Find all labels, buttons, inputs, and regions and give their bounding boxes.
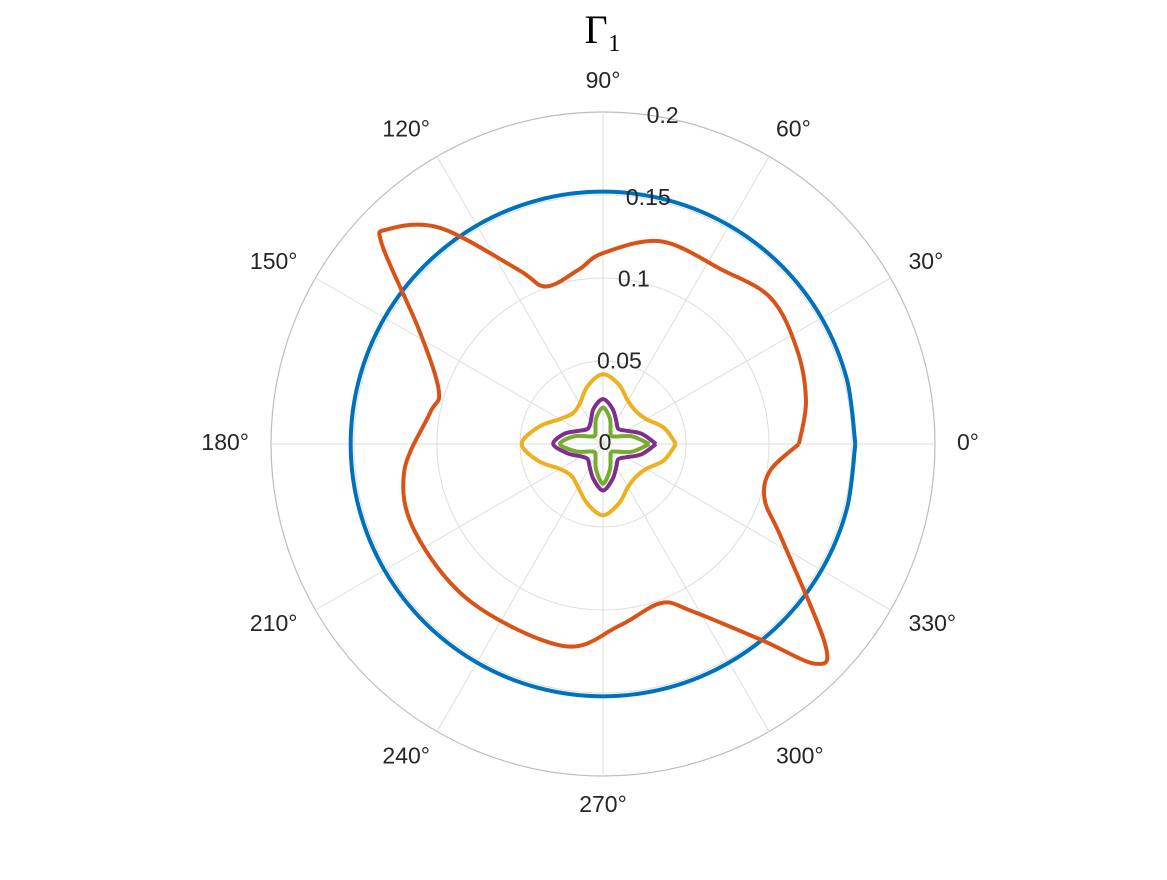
theta-tick-label: 0°: [957, 429, 979, 455]
theta-tick-label: 150°: [250, 248, 298, 274]
theta-tick-label: 240°: [382, 743, 430, 769]
theta-tick-label: 210°: [250, 610, 298, 636]
theta-tick-label: 300°: [776, 743, 824, 769]
theta-tick-label: 90°: [586, 67, 621, 93]
chart-title: Γ₁: [584, 7, 621, 52]
grid-spoke: [436, 443, 604, 732]
series-line: [348, 189, 858, 699]
grid-spoke: [602, 156, 770, 445]
theta-tick-label: 180°: [201, 429, 249, 455]
series-line: [557, 405, 651, 486]
series-line: [551, 397, 658, 493]
r-tick-label: 0.1: [618, 266, 650, 292]
grid-spoke: [315, 443, 604, 611]
r-tick-label: 0.2: [647, 102, 679, 128]
theta-tick-label: 330°: [909, 610, 957, 636]
r-tick-label: 0.05: [597, 347, 642, 373]
series-line: [519, 372, 678, 518]
theta-tick-label: 270°: [579, 791, 627, 817]
grid-spoke: [602, 277, 891, 445]
grid-spoke: [436, 156, 604, 445]
series-line: [377, 222, 830, 666]
r-tick-label: 0.15: [626, 184, 671, 210]
grid-spoke: [315, 277, 604, 445]
grid-spoke: [602, 443, 770, 732]
r-tick-label: 0: [599, 429, 612, 455]
grid-spoke: [602, 443, 891, 611]
theta-tick-label: 30°: [909, 248, 944, 274]
theta-tick-label: 60°: [776, 116, 811, 142]
theta-tick-label: 120°: [382, 116, 430, 142]
